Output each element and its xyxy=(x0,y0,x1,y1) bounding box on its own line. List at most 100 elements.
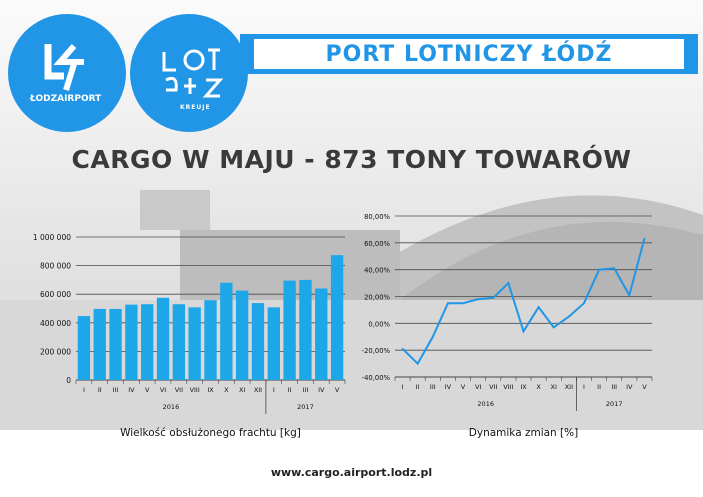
x-group-label: 2016 xyxy=(477,400,494,408)
bar xyxy=(204,300,217,380)
x-tick-label: III xyxy=(113,386,119,394)
y-tick-label: 400 000 xyxy=(40,319,71,328)
x-tick-label: IX xyxy=(207,386,214,394)
bar xyxy=(93,308,106,380)
x-tick-label: XI xyxy=(239,386,245,394)
x-tick-label: V xyxy=(145,386,150,394)
data-point xyxy=(507,282,510,284)
series-line xyxy=(401,238,646,366)
x-tick-label: I xyxy=(83,386,85,394)
y-tick-label: -40,00% xyxy=(362,374,391,382)
x-tick-label: II xyxy=(288,386,292,394)
city-logo-subtext: KREUJE xyxy=(180,104,211,111)
x-tick-label: IV xyxy=(318,386,325,394)
data-point xyxy=(462,302,464,305)
data-point xyxy=(567,315,570,318)
x-tick-label: IX xyxy=(520,383,527,391)
airport-logo[interactable]: ŁODZAIRPORT xyxy=(8,14,126,132)
x-tick-label: VII xyxy=(175,386,183,394)
x-tick-label: VIII xyxy=(503,383,513,391)
data-point xyxy=(628,294,631,297)
city-logo[interactable]: KREUJE xyxy=(130,14,248,132)
x-tick-label: VI xyxy=(160,386,166,394)
title-banner: PORT LOTNICZY ŁÓDŹ xyxy=(240,34,698,74)
bar xyxy=(172,304,186,380)
x-tick-label: I xyxy=(583,383,585,391)
x-tick-label: V xyxy=(461,383,466,391)
bar xyxy=(156,297,170,380)
bar xyxy=(315,288,328,380)
x-tick-label: V xyxy=(642,383,647,391)
data-point xyxy=(492,296,495,299)
chart-caption: Dynamika zmian [%] xyxy=(469,427,578,439)
x-group-label: 2017 xyxy=(606,400,623,408)
data-point xyxy=(431,335,434,338)
x-group-label: 2016 xyxy=(163,403,180,411)
x-tick-label: III xyxy=(303,386,309,394)
headline: CARGO W MAJU - 873 TONY TOWARÓW xyxy=(71,145,632,174)
data-point xyxy=(477,298,480,301)
y-tick-label: 0 xyxy=(66,376,71,385)
x-tick-label: III xyxy=(430,383,436,391)
bar xyxy=(330,255,344,380)
y-tick-label: -20,00% xyxy=(362,347,391,355)
data-point xyxy=(583,302,585,305)
data-point xyxy=(416,362,419,365)
bar xyxy=(125,304,138,380)
bar xyxy=(299,279,312,380)
y-tick-label: 60,00% xyxy=(364,240,390,248)
y-tick-label: 200 000 xyxy=(40,347,71,356)
airport-mark-icon xyxy=(44,44,84,91)
y-tick-label: 800 000 xyxy=(40,262,71,271)
y-tick-label: 80,00% xyxy=(364,213,390,221)
x-tick-label: IV xyxy=(128,386,135,394)
x-tick-label: XII xyxy=(254,386,262,394)
x-tick-label: II xyxy=(98,386,102,394)
data-point xyxy=(598,268,600,271)
y-tick-label: 40,00% xyxy=(364,267,390,275)
x-tick-label: IV xyxy=(626,383,633,391)
x-tick-label: VII xyxy=(489,383,497,391)
y-tick-label: 20,00% xyxy=(364,294,390,302)
x-tick-label: VI xyxy=(475,383,481,391)
airport-logo-text: ŁODZAIRPORT xyxy=(30,94,102,104)
footer-url[interactable]: www.cargo.airport.lodz.pl xyxy=(270,466,433,479)
chart-caption: Wielkość obsłużonego frachtu [kg] xyxy=(120,427,301,439)
bar xyxy=(235,290,249,380)
x-tick-label: II xyxy=(416,383,420,391)
bar xyxy=(220,282,233,380)
x-tick-label: I xyxy=(273,386,275,394)
data-point xyxy=(643,237,646,240)
city-mark-icon xyxy=(162,48,224,98)
x-tick-label: XI xyxy=(551,383,557,391)
bar xyxy=(77,316,91,380)
x-tick-label: V xyxy=(335,386,340,394)
banner-title: PORT LOTNICZY ŁÓDŹ xyxy=(254,39,684,69)
y-tick-label: 0,00% xyxy=(368,320,390,328)
y-tick-label: 600 000 xyxy=(40,290,71,299)
x-tick-label: III xyxy=(611,383,617,391)
bar xyxy=(188,307,201,380)
data-point xyxy=(447,302,449,305)
data-point xyxy=(522,330,525,333)
data-point xyxy=(537,306,540,309)
bar xyxy=(141,304,154,380)
y-tick-label: 1 000 000 xyxy=(33,233,71,242)
bar xyxy=(109,308,122,380)
x-tick-label: XII xyxy=(565,383,573,391)
x-tick-label: X xyxy=(224,386,229,394)
x-tick-label: VIII xyxy=(190,386,200,394)
bar xyxy=(267,307,280,380)
bar xyxy=(251,303,265,380)
x-tick-label: II xyxy=(597,383,601,391)
data-point xyxy=(401,347,404,350)
x-tick-label: I xyxy=(402,383,404,391)
x-tick-label: X xyxy=(536,383,541,391)
data-point xyxy=(552,326,555,329)
data-point xyxy=(613,267,616,270)
bar xyxy=(283,280,296,380)
